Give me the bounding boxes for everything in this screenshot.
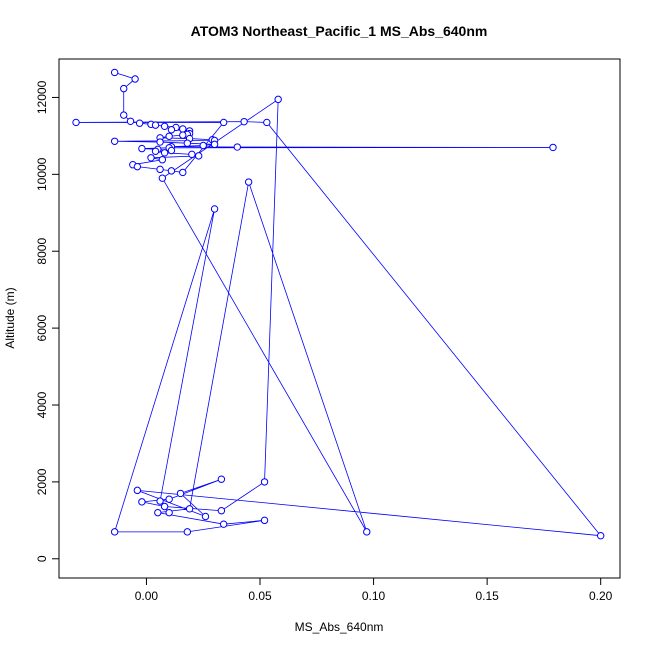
data-point bbox=[126, 117, 135, 125]
data-point bbox=[160, 122, 169, 130]
data-point bbox=[167, 146, 176, 155]
data-point bbox=[156, 138, 164, 146]
x-axis-label: MS_Abs_640nm bbox=[295, 620, 384, 634]
chart-title: ATOM3 Northeast_Pacific_1 MS_Abs_640nm bbox=[191, 23, 488, 39]
data-point bbox=[131, 75, 139, 83]
data-point bbox=[240, 117, 248, 126]
data-point bbox=[165, 508, 173, 517]
data-point bbox=[596, 532, 605, 540]
y-tick-label: 6000 bbox=[35, 314, 49, 341]
data-point bbox=[179, 131, 187, 139]
data-point bbox=[158, 156, 167, 164]
data-point bbox=[188, 150, 196, 159]
y-tick-label: 4000 bbox=[35, 391, 49, 418]
data-point bbox=[151, 121, 160, 129]
x-tick-label: 0.00 bbox=[135, 589, 159, 603]
series-line bbox=[76, 72, 602, 537]
data-point bbox=[167, 126, 176, 134]
data-point bbox=[260, 516, 269, 525]
x-tick-label: 0.10 bbox=[362, 589, 386, 603]
data-point bbox=[156, 497, 164, 505]
data-point bbox=[210, 205, 219, 213]
data-point bbox=[549, 143, 557, 152]
data-point bbox=[219, 118, 228, 127]
data-point bbox=[210, 140, 219, 149]
data-point bbox=[156, 165, 164, 174]
data-point bbox=[135, 119, 144, 127]
y-axis-label: Altitude (m) bbox=[3, 287, 17, 348]
data-point bbox=[183, 139, 192, 147]
data-point bbox=[138, 498, 146, 506]
data-point bbox=[185, 505, 194, 513]
data-point bbox=[151, 147, 160, 155]
data-point bbox=[110, 137, 119, 145]
data-point bbox=[199, 141, 207, 150]
data-point bbox=[363, 528, 371, 536]
data-point bbox=[147, 154, 155, 162]
data-point bbox=[120, 111, 128, 119]
y-tick-label: 2000 bbox=[35, 468, 49, 495]
data-point bbox=[160, 502, 169, 511]
data-point bbox=[154, 508, 162, 517]
x-axis: 0.00 0.05 0.10 0.15 0.20 bbox=[135, 577, 613, 603]
data-point bbox=[217, 507, 226, 515]
data-point bbox=[110, 528, 119, 536]
data-point bbox=[194, 152, 203, 160]
data-point bbox=[179, 168, 187, 177]
data-point bbox=[244, 178, 253, 186]
y-axis: 0 2000 4000 6000 8000 10000 12000 bbox=[35, 80, 60, 562]
data-series bbox=[72, 68, 605, 540]
data-point bbox=[110, 68, 119, 77]
data-point bbox=[217, 475, 226, 483]
data-point bbox=[176, 489, 185, 498]
data-point bbox=[183, 528, 192, 536]
data-point bbox=[274, 95, 282, 104]
data-point bbox=[138, 144, 146, 153]
y-tick-label: 12000 bbox=[35, 80, 49, 114]
data-point bbox=[167, 167, 176, 175]
x-tick-label: 0.20 bbox=[589, 589, 613, 603]
y-tick-label: 0 bbox=[35, 555, 49, 562]
data-point bbox=[263, 118, 271, 127]
data-point bbox=[201, 512, 210, 521]
y-tick-label: 8000 bbox=[35, 238, 49, 265]
data-point bbox=[165, 495, 173, 503]
data-point bbox=[72, 118, 80, 127]
data-point bbox=[133, 162, 142, 171]
data-point bbox=[233, 143, 241, 151]
x-tick-label: 0.15 bbox=[475, 589, 499, 603]
x-tick-label: 0.05 bbox=[248, 589, 272, 603]
data-point bbox=[120, 84, 128, 93]
y-tick-label: 10000 bbox=[35, 157, 49, 191]
data-point bbox=[158, 174, 167, 182]
data-point bbox=[165, 132, 173, 140]
data-point bbox=[160, 149, 169, 157]
data-point bbox=[133, 486, 142, 495]
data-point bbox=[219, 520, 228, 528]
data-point bbox=[260, 478, 269, 486]
data-point bbox=[179, 125, 187, 133]
